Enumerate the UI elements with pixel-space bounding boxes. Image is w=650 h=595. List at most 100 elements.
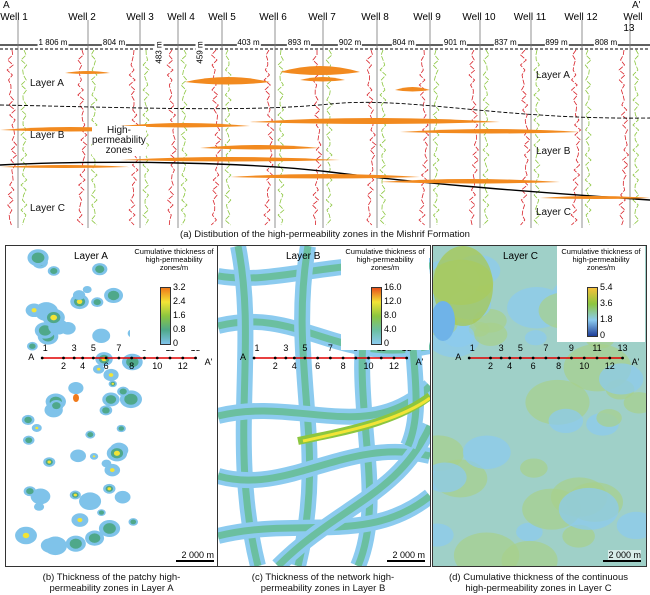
log-curve-green: [379, 49, 387, 226]
layer-label-c-right: Layer C: [536, 207, 572, 218]
log-curve-green: [482, 49, 490, 226]
well-label: Well 11: [513, 12, 547, 23]
high-permeability-annotation: High- permeability zones: [92, 125, 146, 156]
log-curve-red: [365, 49, 377, 226]
scale-bar-label: 2 000 m: [608, 550, 641, 560]
well-point: [181, 356, 185, 360]
well-number: 6: [103, 361, 109, 371]
well-number: 6: [530, 361, 536, 371]
line-end-a-prime: A': [631, 357, 640, 367]
high-permeability-lens: [200, 145, 320, 150]
thickness-patch: [92, 328, 111, 343]
well-number: 2: [487, 361, 494, 371]
well-point: [316, 356, 320, 360]
log-curve-red: [166, 49, 178, 226]
colorbar: [371, 287, 382, 345]
thickness-zone: [558, 487, 619, 530]
well-distance: 901 m: [442, 38, 468, 47]
well-point: [117, 356, 121, 360]
well-distance: 837 m: [493, 38, 518, 47]
well-point: [499, 356, 503, 360]
well-number: 3: [498, 343, 504, 353]
well-number: 3: [283, 343, 289, 353]
legend-title: Cumulative thickness of high-permeabilit…: [345, 247, 425, 272]
thickness-patch: [70, 449, 87, 463]
well-point: [62, 356, 65, 360]
well-point: [531, 356, 535, 360]
well-distance: 902 m: [337, 38, 363, 47]
layer-label-b-right: Layer B: [536, 146, 571, 157]
high-permeability-lens: [380, 179, 560, 184]
well-label: Well 2: [68, 12, 96, 23]
thickness-zone: [616, 511, 646, 540]
high-permeability-lens: [65, 71, 110, 74]
log-curve-red: [311, 49, 323, 226]
well-distance: 804 m: [101, 38, 127, 47]
colorbar-tick: 0: [600, 330, 606, 340]
well-distance: 459 m: [195, 40, 205, 65]
line-end-a-prime: A': [415, 357, 424, 367]
well-label: Well 10: [462, 12, 496, 23]
well-point: [595, 356, 599, 360]
well-point: [508, 356, 512, 360]
well-number: 10: [363, 361, 374, 371]
colorbar-tick: 5.4: [600, 282, 613, 292]
thickness-zone: [562, 524, 595, 548]
well-number: 5: [517, 343, 523, 353]
well-label: Well 5: [208, 12, 236, 23]
high-permeability-lens: [120, 157, 340, 162]
well-point: [570, 356, 573, 360]
caption-b: (b) Thickness of the patchy high- permea…: [42, 572, 181, 594]
well-point: [284, 356, 288, 360]
colorbar-tick: 1.6: [173, 310, 186, 320]
legend: Cumulative thickness of high-permeabilit…: [130, 246, 218, 350]
colorbar-tick: 4.0: [384, 324, 397, 334]
well-number: 1: [469, 343, 475, 353]
well-number: 11: [592, 343, 602, 353]
well-point: [252, 356, 256, 360]
well-number: 12: [604, 361, 615, 371]
scale-bar: [603, 560, 641, 562]
well-number: 2: [60, 361, 67, 371]
colorbar-tick: 3.6: [600, 298, 613, 308]
scale-bar-label: 2 000 m: [181, 550, 214, 560]
well-number: 7: [327, 343, 333, 353]
well-number: 2: [272, 361, 278, 371]
high-permeability-lens: [230, 174, 420, 179]
colorbar-tick: 0: [384, 338, 390, 348]
well-label: Well 12: [564, 12, 598, 23]
thickness-patch: [82, 285, 92, 294]
well-label: Well 9: [413, 12, 441, 23]
section-end-a-prime: A': [632, 0, 641, 11]
well-distance: 899 m: [544, 38, 569, 47]
well-point: [104, 356, 108, 360]
high-permeability-lens: [250, 118, 500, 124]
colorbar-tick: 0: [173, 338, 179, 348]
well-point: [130, 356, 134, 360]
well-number: 5: [90, 343, 96, 353]
thickness-patch: [101, 459, 112, 468]
well-point: [608, 356, 612, 360]
scale-bar: [176, 560, 214, 562]
well-number: 8: [556, 361, 562, 371]
well-label: Well 8: [361, 12, 389, 23]
well-point: [40, 356, 44, 360]
well-point: [557, 356, 561, 360]
thickness-patch: [43, 536, 67, 556]
high-permeability-lens: [400, 129, 580, 134]
well-distance: 483 m: [154, 40, 164, 65]
well-label: Well 6: [259, 12, 287, 23]
layer-label-c: Layer C: [30, 203, 66, 214]
well-label: Well 7: [308, 12, 336, 23]
high-permeability-lens: [120, 123, 250, 128]
colorbar-tick: 8.0: [384, 310, 397, 320]
well-number: 8: [129, 361, 135, 371]
well-label: Well 4: [167, 12, 195, 23]
well-distance: 893 m: [286, 38, 312, 47]
line-end-a: A: [455, 352, 462, 362]
thickness-patch: [59, 321, 76, 335]
layer-label-a-right: Layer A: [536, 70, 570, 81]
well-point: [467, 356, 471, 360]
